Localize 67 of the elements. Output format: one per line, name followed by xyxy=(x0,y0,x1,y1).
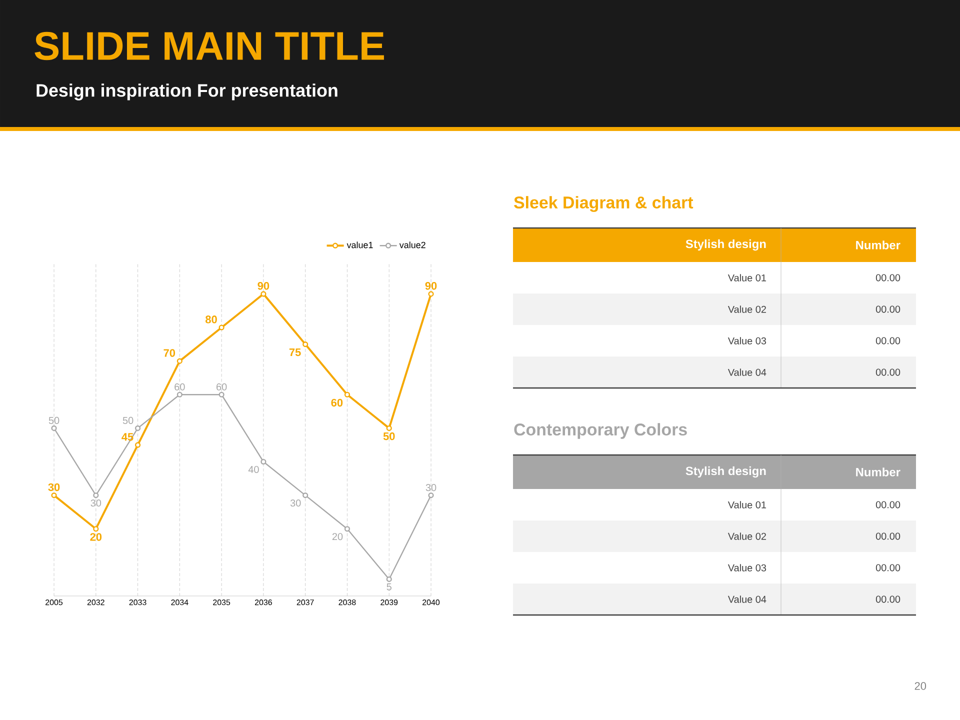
legend-label: value1 xyxy=(346,242,373,248)
point xyxy=(51,425,57,431)
text: Value 01 xyxy=(728,274,766,282)
point xyxy=(386,425,392,431)
text: 00.00 xyxy=(876,532,900,540)
text: Stylish design xyxy=(686,239,766,251)
point xyxy=(428,291,434,297)
point xyxy=(428,492,434,498)
data-label: 70 xyxy=(164,349,176,357)
data-label: 90 xyxy=(425,282,437,290)
point xyxy=(134,442,141,448)
text: Value 02 xyxy=(728,306,766,313)
chart-title: SLIDE MAIN TITLE xyxy=(34,32,384,60)
data-label: 30 xyxy=(290,500,301,507)
point xyxy=(176,358,182,364)
text: 00.00 xyxy=(876,564,900,572)
text: Number xyxy=(856,468,900,476)
point xyxy=(93,526,99,532)
data-label: 30 xyxy=(90,500,102,507)
point xyxy=(134,425,141,431)
point xyxy=(344,392,350,398)
text: 00.00 xyxy=(876,274,900,282)
data-label: 80 xyxy=(206,316,217,324)
text: 00.00 xyxy=(876,501,900,508)
text: Stylish design xyxy=(686,466,766,478)
text: Value 03 xyxy=(728,564,766,572)
data-label: 40 xyxy=(248,466,259,473)
data-label: 75 xyxy=(289,348,301,356)
point xyxy=(51,492,57,498)
text: Contemporary Colors xyxy=(514,423,687,439)
point xyxy=(302,341,308,348)
text: 00.00 xyxy=(876,596,900,603)
data-label: 90 xyxy=(258,282,270,290)
data-label: 45 xyxy=(122,433,134,441)
text: Value 01 xyxy=(728,501,766,508)
text: Value 02 xyxy=(728,532,766,540)
data-label: 5 xyxy=(386,583,392,590)
data-label: 30 xyxy=(48,483,60,492)
data-label: 60 xyxy=(331,398,343,407)
point xyxy=(386,576,392,582)
text: 00.00 xyxy=(876,337,900,344)
text: Value 04 xyxy=(728,596,766,603)
text: Sleek Diagram & chart xyxy=(514,196,694,212)
point xyxy=(93,492,99,498)
data-label: 20 xyxy=(90,533,102,541)
point xyxy=(260,458,266,465)
point xyxy=(176,392,182,398)
legend-label: value2 xyxy=(399,242,426,248)
data-label: 50 xyxy=(383,432,395,440)
data-label: 50 xyxy=(48,416,60,424)
point xyxy=(260,291,266,297)
point xyxy=(344,526,350,532)
text: 00.00 xyxy=(876,306,900,313)
data-label: 30 xyxy=(426,484,436,492)
text: 00.00 xyxy=(876,368,900,376)
text: Value 04 xyxy=(728,368,766,376)
point xyxy=(218,392,224,398)
data-label: 20 xyxy=(332,533,343,540)
text: Value 03 xyxy=(728,337,766,344)
data-label: 60 xyxy=(216,383,227,390)
data-label: 60 xyxy=(174,383,185,390)
data-label: 50 xyxy=(122,416,134,424)
text: 20 xyxy=(914,682,926,690)
point xyxy=(302,492,308,498)
chart-subtitle: Design inspiration For presentation xyxy=(36,84,338,100)
point xyxy=(218,324,224,330)
text: Number xyxy=(856,240,900,250)
